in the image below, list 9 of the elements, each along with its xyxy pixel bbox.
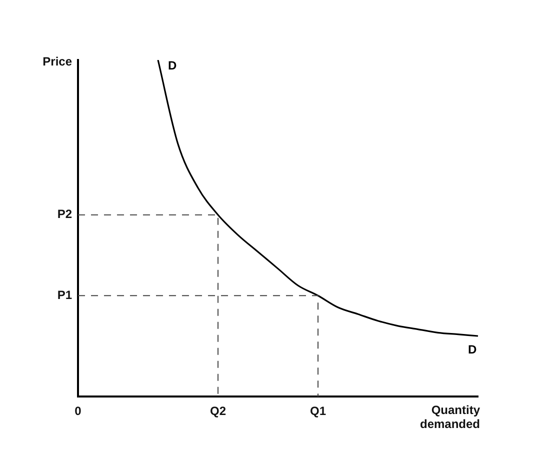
text: D — [168, 58, 177, 72]
x-axis-title: Quantity demanded — [420, 402, 480, 431]
text: P1 — [57, 288, 72, 302]
series-label: D — [468, 342, 477, 356]
x-tick-label: 0 — [74, 404, 82, 418]
text: P2 — [57, 207, 72, 222]
x-tick-label: Q2 — [210, 404, 226, 418]
x-tick-label: Q1 — [310, 404, 326, 418]
y-axis-title: Price — [42, 54, 72, 68]
